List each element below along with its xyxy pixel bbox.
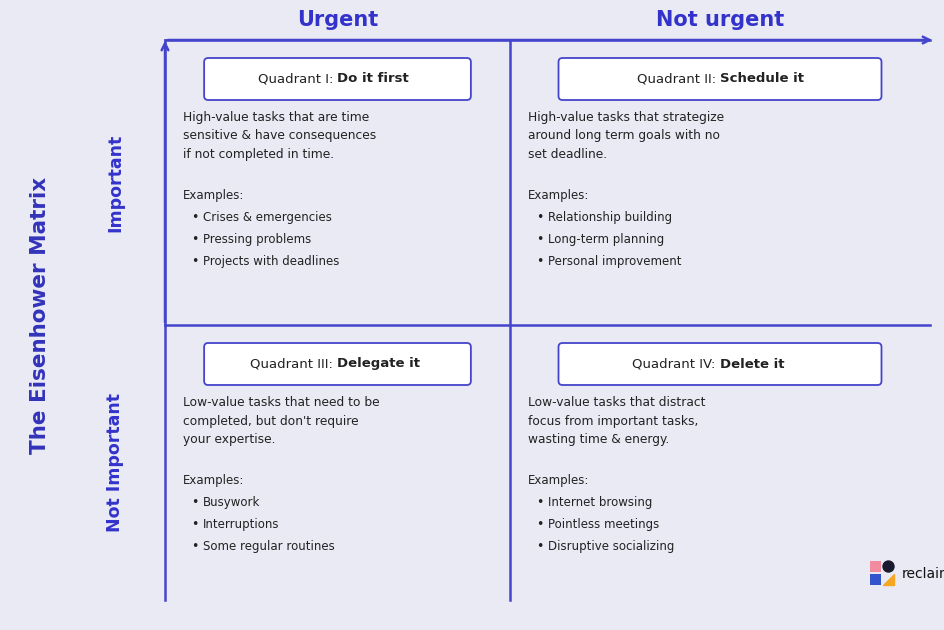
Text: Quadrant III:: Quadrant III: [250, 357, 337, 370]
Text: Pointless meetings: Pointless meetings [548, 518, 659, 531]
Text: Disruptive socializing: Disruptive socializing [548, 540, 674, 553]
Text: Relationship building: Relationship building [548, 211, 671, 224]
Bar [869, 561, 880, 572]
Text: Quadrant II:: Quadrant II: [636, 72, 719, 86]
Text: •: • [191, 496, 198, 509]
Text: •: • [535, 233, 543, 246]
Text: Do it first: Do it first [337, 72, 409, 86]
Text: Low-value tasks that need to be
completed, but don't require
your expertise.: Low-value tasks that need to be complete… [183, 396, 379, 446]
Text: Delegate it: Delegate it [337, 357, 420, 370]
Text: Not Important: Not Important [106, 393, 124, 532]
Text: •: • [535, 540, 543, 553]
Text: Low-value tasks that distract
focus from important tasks,
wasting time & energy.: Low-value tasks that distract focus from… [528, 396, 705, 446]
Text: Examples:: Examples: [183, 474, 244, 487]
FancyBboxPatch shape [558, 343, 881, 385]
Text: Urgent: Urgent [296, 10, 378, 30]
Text: •: • [191, 211, 198, 224]
Text: Delete it: Delete it [719, 357, 784, 370]
Text: •: • [191, 540, 198, 553]
Text: •: • [535, 255, 543, 268]
Bar [869, 574, 880, 585]
Text: Examples:: Examples: [183, 189, 244, 202]
Text: •: • [191, 233, 198, 246]
Polygon shape [882, 574, 893, 585]
Text: Personal improvement: Personal improvement [548, 255, 681, 268]
Text: Not urgent: Not urgent [655, 10, 784, 30]
Text: Quadrant I:: Quadrant I: [258, 72, 337, 86]
Text: Long-term planning: Long-term planning [548, 233, 664, 246]
Text: Quadrant IV:: Quadrant IV: [632, 357, 719, 370]
Text: Busywork: Busywork [203, 496, 261, 509]
Text: High-value tasks that strategize
around long term goals with no
set deadline.: High-value tasks that strategize around … [528, 111, 723, 161]
FancyBboxPatch shape [558, 58, 881, 100]
Text: Internet browsing: Internet browsing [548, 496, 651, 509]
Text: reclaimai: reclaimai [901, 567, 944, 581]
Text: Projects with deadlines: Projects with deadlines [203, 255, 339, 268]
Text: •: • [535, 496, 543, 509]
Text: Interruptions: Interruptions [203, 518, 279, 531]
FancyBboxPatch shape [204, 343, 470, 385]
Text: Pressing problems: Pressing problems [203, 233, 311, 246]
Text: Examples:: Examples: [528, 474, 589, 487]
Circle shape [882, 561, 893, 572]
Text: •: • [535, 211, 543, 224]
Text: •: • [191, 255, 198, 268]
Text: The Eisenhower Matrix: The Eisenhower Matrix [30, 176, 50, 454]
Text: Some regular routines: Some regular routines [203, 540, 334, 553]
Text: Important: Important [106, 134, 124, 232]
Text: •: • [535, 518, 543, 531]
Text: Schedule it: Schedule it [719, 72, 803, 86]
Text: •: • [191, 518, 198, 531]
FancyBboxPatch shape [204, 58, 470, 100]
Text: Crises & emergencies: Crises & emergencies [203, 211, 331, 224]
Text: Examples:: Examples: [528, 189, 589, 202]
Text: High-value tasks that are time
sensitive & have consequences
if not completed in: High-value tasks that are time sensitive… [183, 111, 376, 161]
